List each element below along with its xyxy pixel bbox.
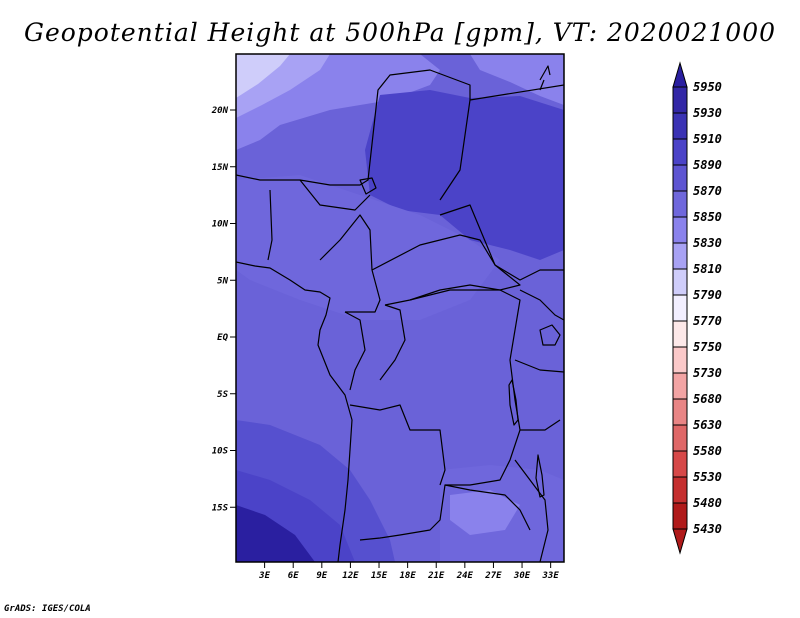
colorbar-label: 5850	[693, 210, 722, 224]
colorbar-label: 5430	[693, 522, 722, 536]
lon-tick-label: 33E	[542, 571, 560, 581]
border-angola	[349, 404, 446, 486]
border-congo	[344, 304, 406, 391]
colorbar-swatch	[672, 424, 688, 452]
lon-tick-label: 15E	[371, 571, 388, 581]
colorbar-top-arrow	[672, 61, 688, 88]
border-east-africa	[514, 289, 564, 562]
lat-tick-label: 5N	[217, 276, 228, 286]
coastline-west-africa	[236, 261, 353, 562]
country-borders	[236, 65, 564, 562]
lat-tick-label: 5S	[217, 390, 228, 400]
lat-tick-label: 20N	[211, 106, 229, 116]
lon-tick-label: 3E	[258, 571, 270, 581]
colorbar-swatch	[672, 242, 688, 270]
colorbar-swatch	[672, 112, 688, 140]
lon-tick-label: 12E	[342, 571, 359, 581]
grads-credit: GrADS: IGES/COLA	[4, 604, 91, 614]
colorbar-swatch	[672, 346, 688, 374]
lon-tick-label: 6E	[288, 571, 299, 581]
colorbar-swatch	[672, 190, 688, 218]
colorbar-label: 5810	[693, 262, 722, 276]
geopotential-field	[236, 54, 564, 562]
colorbar-label: 5530	[693, 470, 722, 484]
lon-tick-label: 27E	[484, 571, 502, 581]
lon-tick-label: 9E	[316, 571, 327, 581]
longitude-axis: 3E 6E 9E 12E 15E 18E 21E 24E 27E 30E 33E	[258, 562, 559, 581]
lat-tick-label: 15N	[212, 163, 229, 173]
field-central-mid	[236, 175, 500, 320]
colorbar-swatch	[672, 450, 688, 478]
colorbar-label: 5910	[693, 132, 722, 146]
colorbar-swatch	[672, 294, 688, 322]
colorbar-swatch	[672, 372, 688, 400]
colorbar-swatch	[672, 138, 688, 166]
colorbar-label: 5950	[693, 80, 722, 94]
lat-tick-label: 15S	[212, 503, 229, 513]
lon-tick-label: 21E	[427, 571, 445, 581]
colorbar-label: 5830	[693, 236, 722, 250]
field-northwest-lightest	[236, 54, 290, 98]
border-zambia	[444, 484, 531, 531]
colorbar-swatch	[672, 476, 688, 504]
field-northeast-light	[470, 54, 564, 105]
colorbar-label: 5630	[693, 418, 722, 432]
lake-chad	[359, 177, 377, 195]
nile-river	[539, 65, 551, 91]
field-southwest-darkest	[236, 505, 315, 562]
colorbar-label: 5680	[693, 392, 722, 406]
map-title: Geopotential Height at 500hPa [gpm], VT:…	[23, 18, 777, 47]
lat-tick-label: 10S	[212, 447, 229, 457]
colorbar-swatch	[672, 502, 688, 530]
field-sahel-deep	[365, 90, 564, 260]
border-car	[371, 234, 521, 306]
lat-tick-label: EQ	[217, 333, 228, 343]
lake-victoria	[539, 324, 561, 346]
border-niger-chad	[236, 69, 471, 186]
colorbar-label: 5480	[693, 496, 722, 510]
border-drc	[359, 289, 521, 541]
colorbar-label: 5770	[693, 314, 722, 328]
colorbar-swatch	[672, 268, 688, 296]
lon-tick-label: 24E	[456, 571, 474, 581]
colorbar-label: 5870	[693, 184, 722, 198]
colorbar-bottom-arrow	[672, 528, 688, 555]
map-frame	[235, 53, 565, 563]
lake-tanganyika	[508, 379, 519, 426]
border-sudan	[439, 84, 564, 281]
border-cameroon	[319, 214, 381, 313]
colorbar-swatch	[672, 320, 688, 348]
lake-malawi	[535, 454, 545, 498]
colorbar-swatch	[672, 398, 688, 426]
colorbar-label: 5890	[693, 158, 722, 172]
colorbar-swatch	[672, 86, 688, 114]
lon-tick-label: 30E	[513, 571, 531, 581]
colorbar-label: 5750	[693, 340, 722, 354]
colorbar-swatch	[672, 164, 688, 192]
border-nigeria	[267, 179, 371, 261]
colorbar-label: 5580	[693, 444, 722, 458]
latitude-axis: 20N 15N 10N 5N EQ 5S 10S 15S	[211, 106, 236, 513]
colorbar-swatch	[672, 216, 688, 244]
colorbar-label: 5930	[693, 106, 722, 120]
colorbar-label: 5790	[693, 288, 722, 302]
colorbar: 5950 5930 5910 5890 5870 5850 5830 5810 5790 5770…	[672, 61, 722, 555]
lon-tick-label: 18E	[399, 571, 416, 581]
colorbar-label: 5730	[693, 366, 722, 380]
field-southeast-light	[450, 490, 520, 535]
lat-tick-label: 10N	[212, 220, 229, 230]
